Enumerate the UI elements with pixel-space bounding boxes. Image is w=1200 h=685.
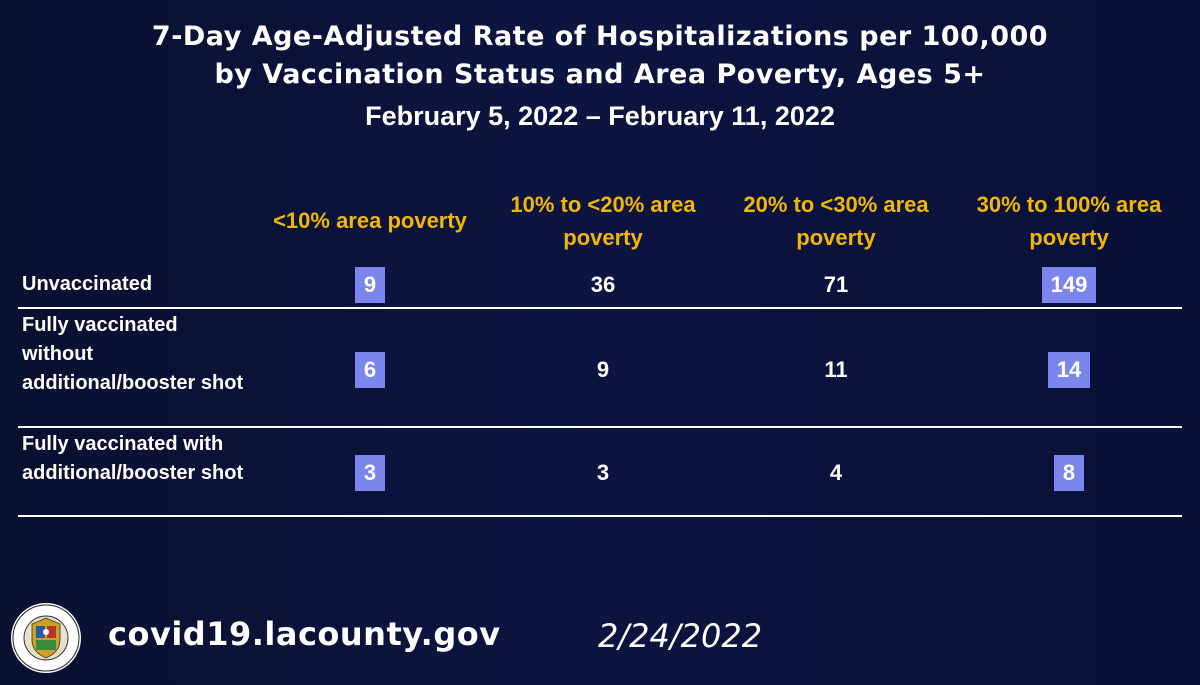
cell-value: 11 bbox=[824, 357, 848, 382]
cell-value: 36 bbox=[590, 272, 616, 297]
cell-value: 6 bbox=[354, 352, 386, 388]
table-cell: 8 bbox=[989, 455, 1149, 491]
table-cell: 4 bbox=[756, 455, 916, 491]
table-cell: 149 bbox=[989, 267, 1149, 303]
footer-date: 2/24/2022 bbox=[598, 617, 763, 655]
chart-subtitle: by Vaccination Status and Area Poverty, … bbox=[214, 59, 986, 90]
table-cell: 3 bbox=[523, 455, 683, 491]
table-cell: 11 bbox=[756, 352, 916, 388]
cell-value: 4 bbox=[829, 460, 843, 485]
chart-title: 7-Day Age-Adjusted Rate of Hospitalizati… bbox=[151, 21, 1049, 52]
table-cell: 6 bbox=[290, 352, 450, 388]
row-divider bbox=[18, 515, 1182, 517]
cell-value: 14 bbox=[1047, 352, 1091, 388]
column-header: 10% to <20% area poverty bbox=[510, 192, 696, 250]
cell-value: 8 bbox=[1053, 455, 1085, 491]
row-label: Fully vaccinated with additional/booster… bbox=[22, 433, 244, 484]
row-divider bbox=[18, 426, 1182, 428]
column-header: 20% to <30% area poverty bbox=[743, 192, 929, 250]
cell-value: 71 bbox=[823, 272, 849, 297]
table-cell: 14 bbox=[989, 352, 1149, 388]
table-cell: 9 bbox=[523, 352, 683, 388]
row-label: Unvaccinated bbox=[22, 273, 153, 295]
table-cell: 36 bbox=[523, 267, 683, 303]
column-header: 30% to 100% area poverty bbox=[976, 192, 1162, 250]
cell-value: 3 bbox=[596, 460, 610, 485]
cell-value: 149 bbox=[1041, 267, 1097, 303]
column-header: <10% area poverty bbox=[273, 208, 467, 233]
footer-url: covid19.lacounty.gov bbox=[108, 615, 501, 653]
table-cell: 71 bbox=[756, 267, 916, 303]
cell-value: 9 bbox=[596, 357, 610, 382]
chart-title-block: 7-Day Age-Adjusted Rate of Hospitalizati… bbox=[0, 18, 1200, 136]
table-cell: 9 bbox=[290, 267, 450, 303]
row-divider bbox=[18, 307, 1182, 309]
county-seal-logo bbox=[11, 603, 81, 673]
row-label: Fully vaccinated without additional/boos… bbox=[22, 314, 244, 394]
cell-value: 3 bbox=[354, 455, 386, 491]
table-cell: 3 bbox=[290, 455, 450, 491]
cell-value: 9 bbox=[354, 267, 386, 303]
chart-date-range: February 5, 2022 – February 11, 2022 bbox=[365, 101, 835, 131]
